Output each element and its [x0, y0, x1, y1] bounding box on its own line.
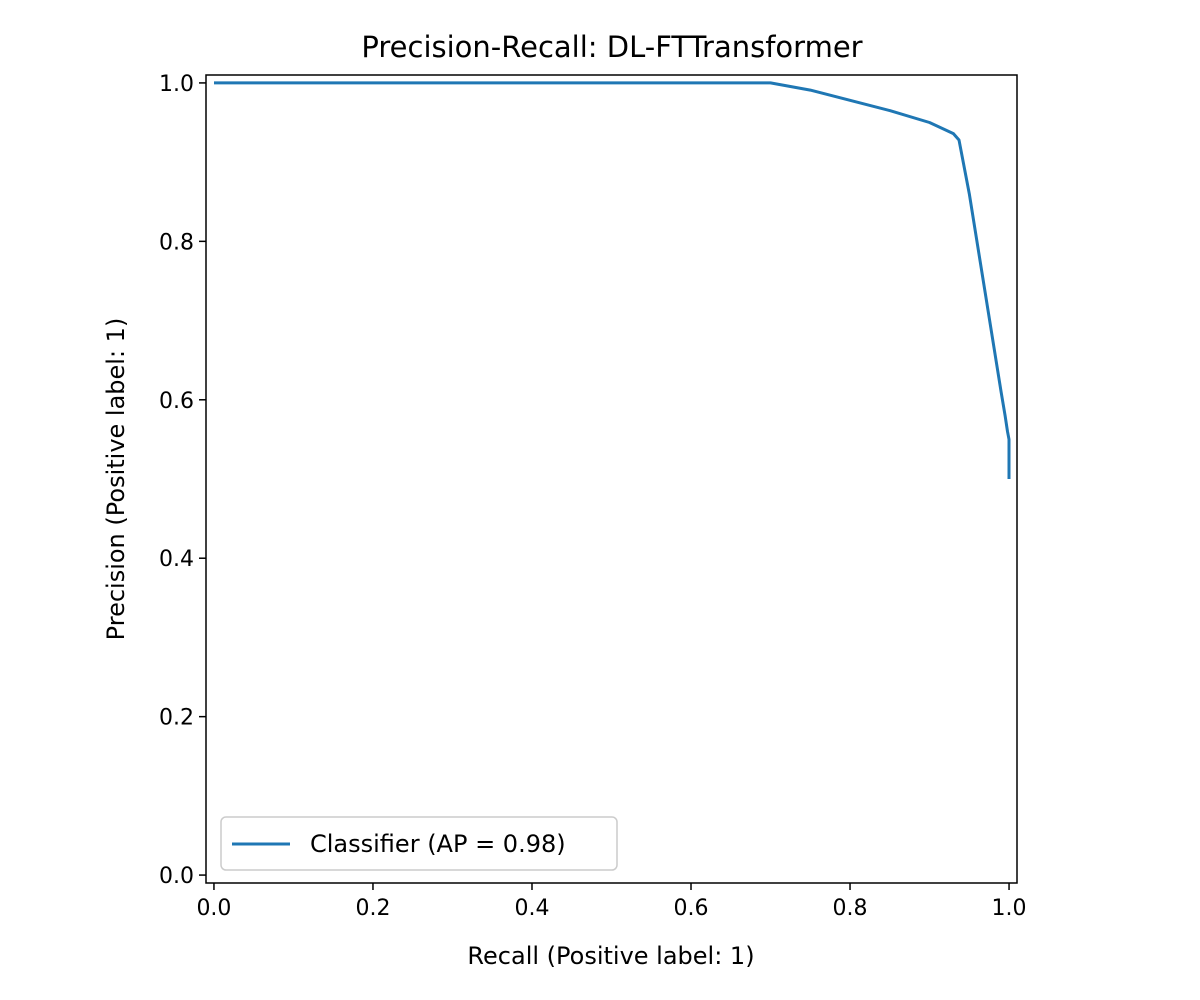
- legend: Classifier (AP = 0.98): [220, 816, 618, 871]
- x-tick-label: 0.8: [833, 896, 868, 921]
- legend-box: [220, 816, 618, 871]
- x-tick-label: 1.0: [992, 896, 1027, 921]
- x-axis-label: Recall (Positive label: 1): [467, 942, 754, 970]
- x-tick-label: 0.2: [355, 896, 390, 921]
- plot-area: 0.0 0.2 0.4 0.6 0.8 1.0 0.0 0.2 0.4 0.6 0.8 1.0: [159, 72, 1027, 921]
- chart-title: Precision-Recall: DL-FTTransformer: [361, 30, 862, 64]
- legend-label: Classifier (AP = 0.98): [310, 830, 566, 858]
- x-tick-label: 0.0: [196, 896, 231, 921]
- x-axis-ticks: 0.0 0.2 0.4 0.6 0.8 1.0: [196, 883, 1027, 921]
- y-tick-label: 0.6: [159, 389, 194, 414]
- x-tick-label: 0.6: [674, 896, 709, 921]
- y-axis-label: Precision (Positive label: 1): [102, 318, 130, 641]
- y-tick-label: 0.4: [159, 547, 194, 572]
- y-tick-label: 0.2: [159, 706, 194, 731]
- x-tick-label: 0.4: [514, 896, 549, 921]
- series-line: [214, 81, 1011, 479]
- series-layer: [214, 81, 1011, 479]
- y-tick-label: 0.8: [159, 230, 194, 255]
- y-axis-ticks: 0.0 0.2 0.4 0.6 0.8 1.0: [159, 72, 206, 889]
- y-tick-label: 1.0: [159, 72, 194, 97]
- axes-frame: [205, 74, 1018, 884]
- y-tick-label: 0.0: [159, 864, 194, 889]
